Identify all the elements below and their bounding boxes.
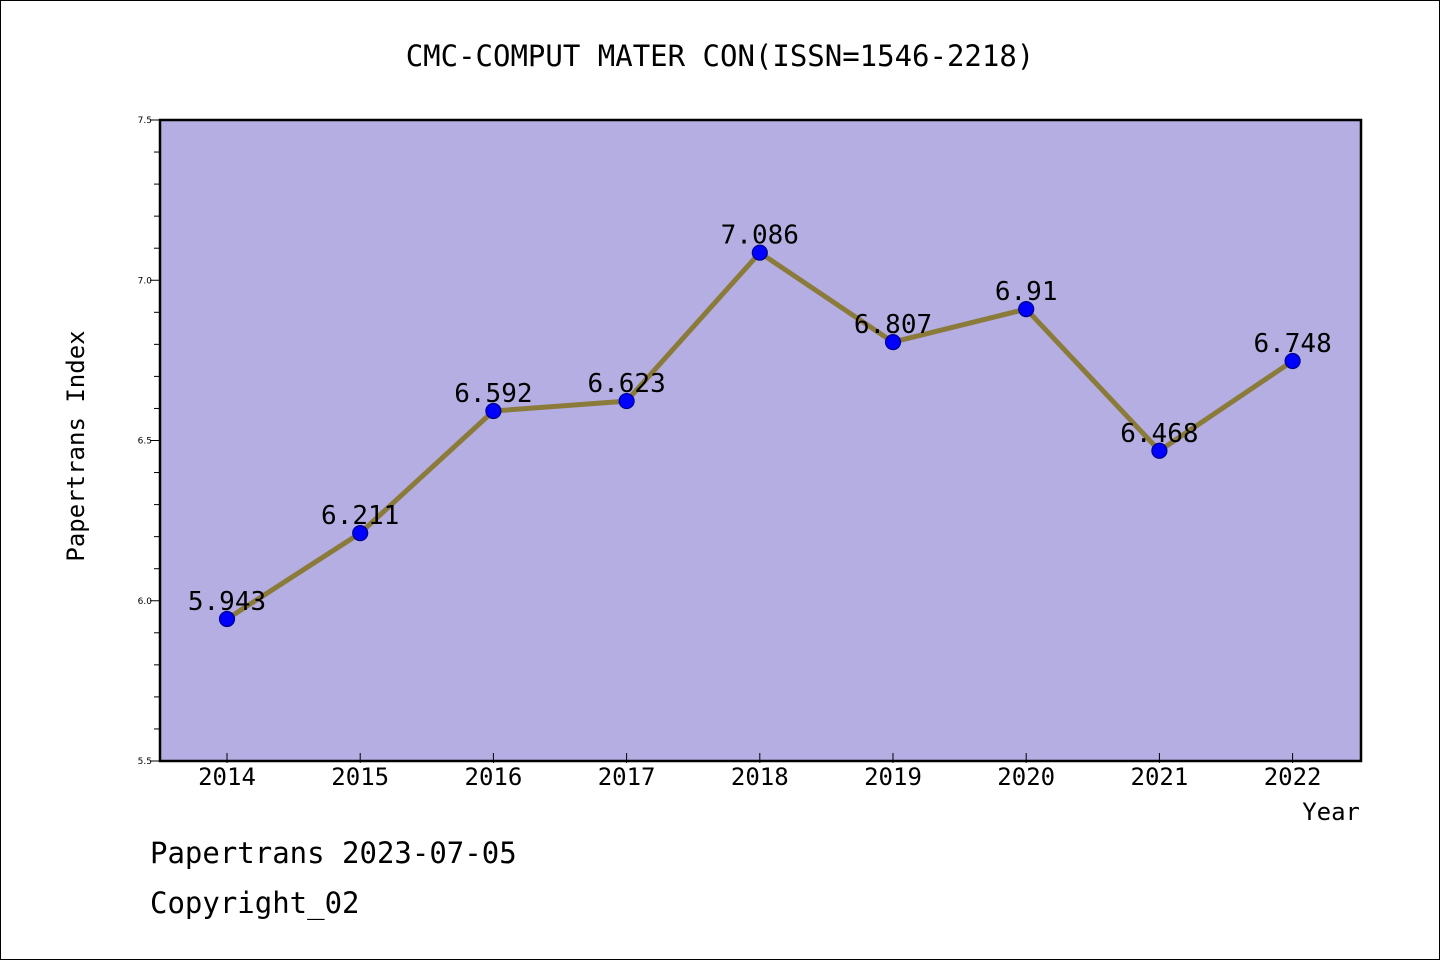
data-point bbox=[1018, 300, 1035, 318]
y-tick-label: 7.5 bbox=[138, 116, 152, 126]
data-point bbox=[485, 402, 502, 420]
x-tick-label: 2022 bbox=[1264, 763, 1322, 791]
copyright-text: Copyright_02 bbox=[150, 886, 360, 920]
data-point bbox=[1151, 442, 1168, 459]
x-tick-label: 2015 bbox=[331, 763, 389, 791]
y-tick-label: 6.5 bbox=[138, 437, 152, 447]
data-point bbox=[751, 244, 768, 261]
y-axis: 5.5 6.0 6.5 7.0 7.5 bbox=[138, 116, 160, 767]
data-label: 6.592 bbox=[454, 379, 532, 409]
data-label: 6.468 bbox=[1120, 419, 1198, 449]
chart-title: CMC-COMPUT MATER CON(ISSN=1546-2218) bbox=[406, 39, 1035, 73]
data-label: 7.086 bbox=[721, 221, 799, 251]
x-tick-label: 2016 bbox=[465, 763, 523, 791]
x-tick-label: 2018 bbox=[731, 763, 789, 791]
y-tick-label: 5.5 bbox=[138, 757, 152, 767]
x-axis-label: Year bbox=[1302, 798, 1360, 826]
source-date-text: Papertrans 2023-07-05 bbox=[150, 836, 517, 870]
x-tick-label: 2014 bbox=[198, 763, 256, 791]
data-point bbox=[884, 334, 902, 351]
data-point bbox=[618, 392, 635, 410]
x-tick-label: 2020 bbox=[997, 763, 1055, 791]
plot-area bbox=[158, 118, 1363, 763]
data-label: 6.623 bbox=[587, 369, 665, 399]
data-point bbox=[1284, 352, 1301, 370]
data-label: 5.943 bbox=[188, 587, 266, 617]
data-label: 6.91 bbox=[995, 277, 1058, 307]
x-tick-label: 2021 bbox=[1131, 763, 1189, 791]
data-point bbox=[218, 610, 236, 628]
data-label: 6.211 bbox=[321, 501, 399, 531]
series-group: 5.943 6.211 6.592 6.623 7.086 6.807 6.91 6.468 6… bbox=[188, 221, 1332, 628]
y-axis-label: Papertrans Index bbox=[62, 330, 90, 561]
y-tick-label: 7.0 bbox=[138, 276, 153, 286]
x-tick-label: 2017 bbox=[598, 763, 656, 791]
x-axis: 2014 2015 2016 2017 2018 2019 2020 2021 2022 bbox=[198, 753, 1321, 791]
data-point bbox=[352, 525, 369, 542]
data-label: 6.807 bbox=[854, 310, 932, 340]
data-label: 6.748 bbox=[1253, 329, 1331, 359]
y-tick-label: 6.0 bbox=[138, 597, 153, 607]
x-tick-label: 2019 bbox=[864, 763, 922, 791]
